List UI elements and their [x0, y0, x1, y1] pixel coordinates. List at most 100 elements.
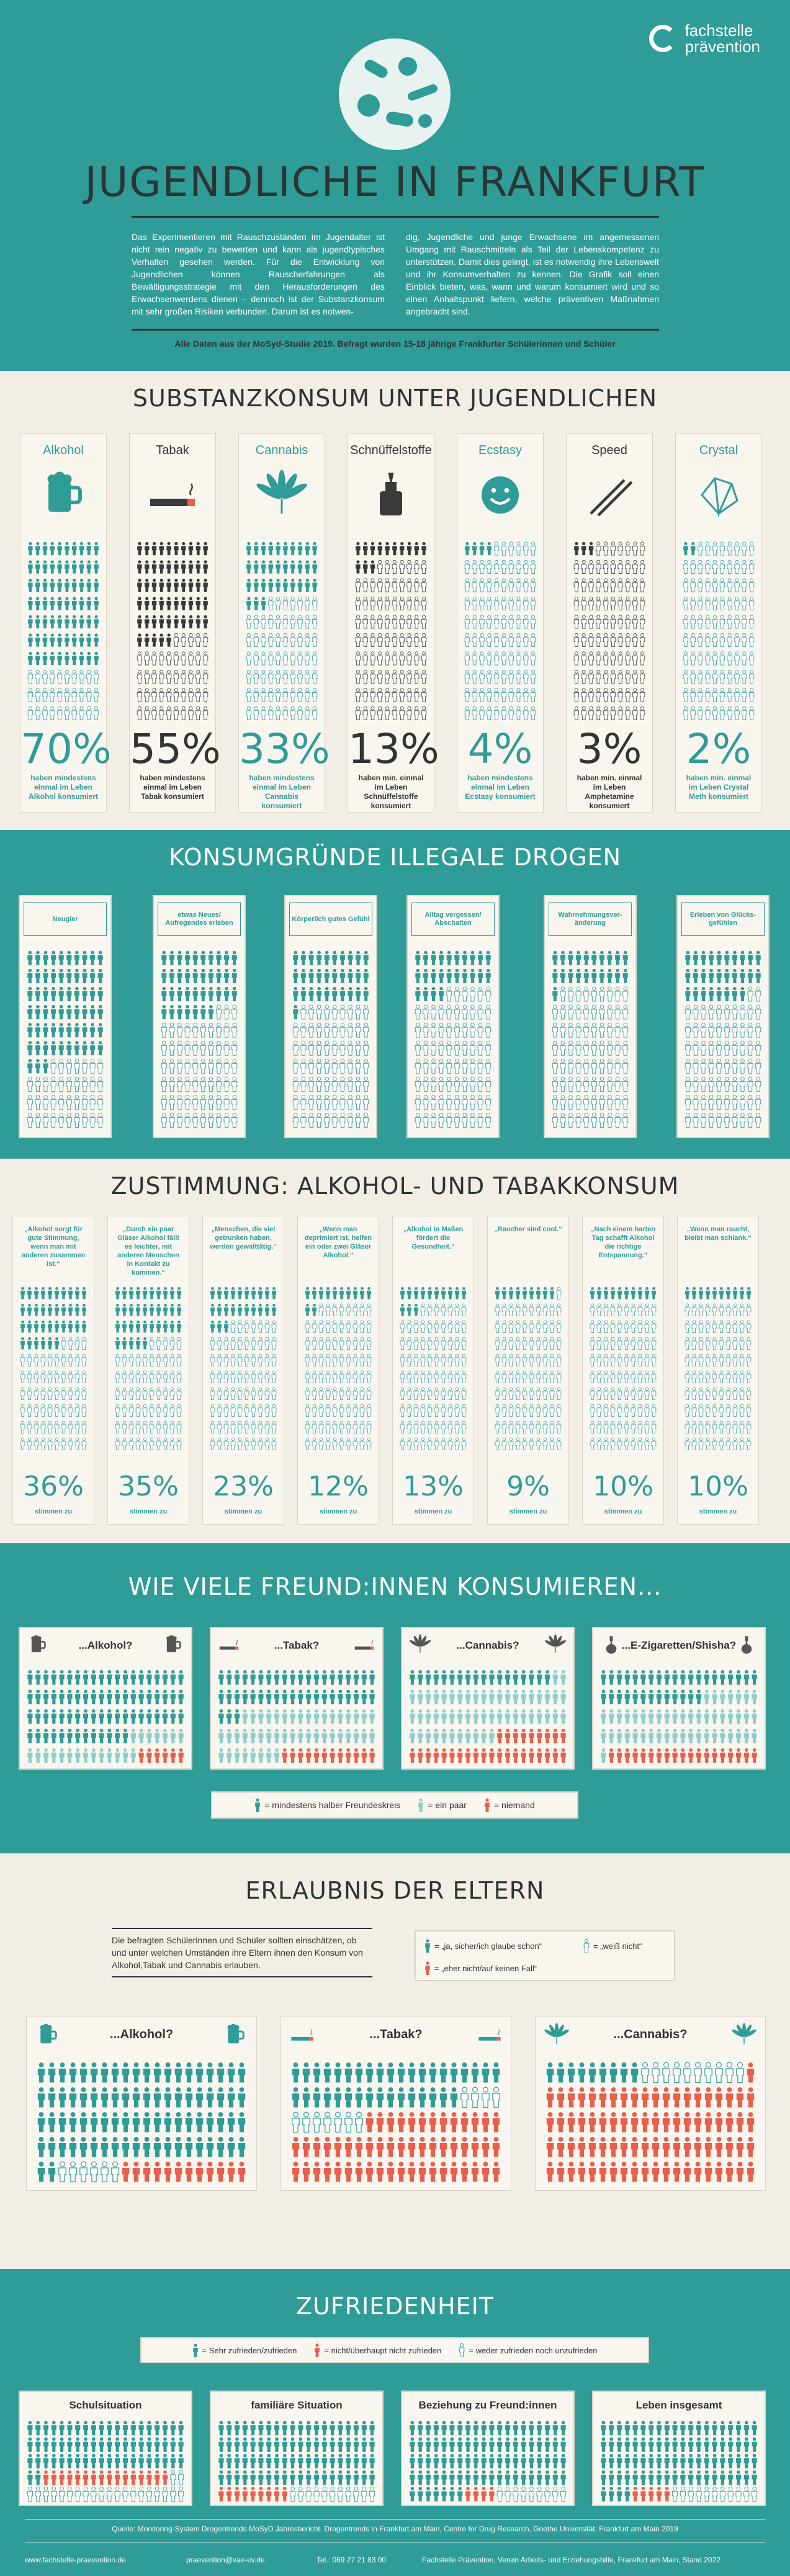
- person-mark: [366, 2162, 374, 2182]
- person-mark: [549, 1404, 555, 1417]
- person-mark: [530, 706, 536, 721]
- substance-icon-box: [254, 467, 310, 523]
- person-mark: [588, 2112, 596, 2133]
- person-mark: [441, 2470, 447, 2485]
- person-mark: [66, 1058, 72, 1074]
- person-mark: [362, 541, 368, 556]
- person-grid: [590, 1286, 657, 1450]
- person-mark: [339, 1337, 344, 1350]
- person-mark: [523, 706, 529, 721]
- person-mark: [606, 1040, 613, 1056]
- person-mark: [61, 1420, 66, 1433]
- person-mark: [83, 1670, 89, 1685]
- person-mark: [352, 1320, 358, 1333]
- person-mark: [339, 1004, 346, 1020]
- friends-label: ...Cannabis?: [456, 1639, 519, 1651]
- legend-most: = mindestens halber Freundeskreis: [264, 1800, 401, 1810]
- person-mark: [408, 2162, 416, 2182]
- person-mark: [27, 1670, 33, 1685]
- person-mark: [135, 1404, 141, 1417]
- person-mark: [392, 615, 398, 629]
- person-mark: [135, 1420, 141, 1433]
- person-mark: [465, 1729, 471, 1744]
- person-mark: [384, 706, 390, 721]
- person-mark: [169, 1387, 175, 1400]
- person-mark: [258, 1286, 263, 1299]
- person-mark: [122, 2162, 130, 2182]
- person-mark: [685, 1353, 690, 1366]
- person-mark: [590, 1320, 595, 1333]
- person-mark: [560, 2454, 566, 2469]
- person-mark: [330, 1670, 335, 1685]
- person-mark: [242, 2454, 248, 2469]
- person-mark: [316, 1076, 322, 1092]
- person-mark: [169, 1058, 175, 1074]
- person-mark: [610, 559, 616, 574]
- reason-card: Alltag vergessen/ Abschalten: [406, 895, 500, 1138]
- person-mark: [265, 1286, 269, 1299]
- person-mark: [406, 669, 412, 684]
- person-mark: [170, 1729, 176, 1744]
- person-grid: [210, 1286, 277, 1450]
- person-mark: [392, 669, 398, 684]
- person-mark: [683, 2162, 691, 2182]
- footer-mail-link[interactable]: praevention@vae-ev.de: [186, 2556, 265, 2564]
- person-mark: [50, 1112, 56, 1128]
- person-mark: [161, 1022, 167, 1038]
- person-mark: [704, 541, 711, 556]
- person-mark: [495, 1286, 500, 1299]
- person-mark: [161, 950, 167, 965]
- person-mark: [362, 651, 369, 666]
- person-mark: [420, 1337, 426, 1350]
- person-mark: [685, 1387, 690, 1400]
- person-mark: [508, 541, 514, 556]
- person-mark: [34, 1320, 38, 1333]
- person-mark: [415, 1004, 421, 1020]
- person-mark: [71, 615, 77, 629]
- person-mark: [755, 1004, 761, 1020]
- person-mark: [56, 669, 63, 684]
- footer-web-link[interactable]: www.fachstelle-praevention.de: [25, 2556, 126, 2564]
- person-mark: [339, 1076, 346, 1092]
- person-mark: [418, 1729, 423, 1744]
- person-mark: [743, 2454, 749, 2469]
- person-mark: [56, 706, 63, 721]
- person-mark: [208, 1094, 214, 1110]
- person-mark: [130, 1690, 136, 1705]
- person-mark: [603, 1353, 609, 1366]
- person-mark: [609, 2454, 614, 2469]
- person-mark: [708, 1112, 714, 1128]
- person-mark: [177, 1303, 181, 1316]
- person-mark: [258, 1670, 264, 1685]
- person-mark: [719, 651, 725, 666]
- person-mark: [617, 578, 624, 592]
- person-mark: [377, 651, 383, 666]
- person-mark: [641, 2087, 649, 2108]
- person-grid: [27, 541, 99, 721]
- person-mark: [740, 987, 745, 1002]
- person-mark: [90, 2137, 98, 2157]
- person-mark: [316, 1094, 322, 1110]
- person-mark: [227, 1709, 232, 1724]
- person-mark: [637, 1370, 643, 1383]
- person-mark: [575, 986, 581, 1002]
- person-mark: [333, 1286, 337, 1299]
- person-grid: [601, 2420, 758, 2502]
- person-mark: [614, 986, 621, 1002]
- person-mark: [59, 2420, 65, 2436]
- person-mark: [446, 986, 452, 1002]
- person-mark: [200, 1094, 206, 1110]
- person-mark: [392, 559, 398, 574]
- person-mark: [312, 688, 318, 702]
- person-mark: [421, 651, 427, 666]
- person-mark: [75, 1748, 81, 1763]
- fachstelle-logo[interactable]: fachstelle prävention: [649, 22, 760, 55]
- person-mark: [617, 1320, 622, 1333]
- person-mark: [704, 2470, 709, 2485]
- person-mark: [318, 1420, 324, 1433]
- person-mark: [622, 1058, 629, 1074]
- person-mark: [399, 559, 405, 574]
- person-mark: [318, 1387, 324, 1400]
- person-mark: [346, 1370, 351, 1383]
- person-mark: [79, 597, 84, 610]
